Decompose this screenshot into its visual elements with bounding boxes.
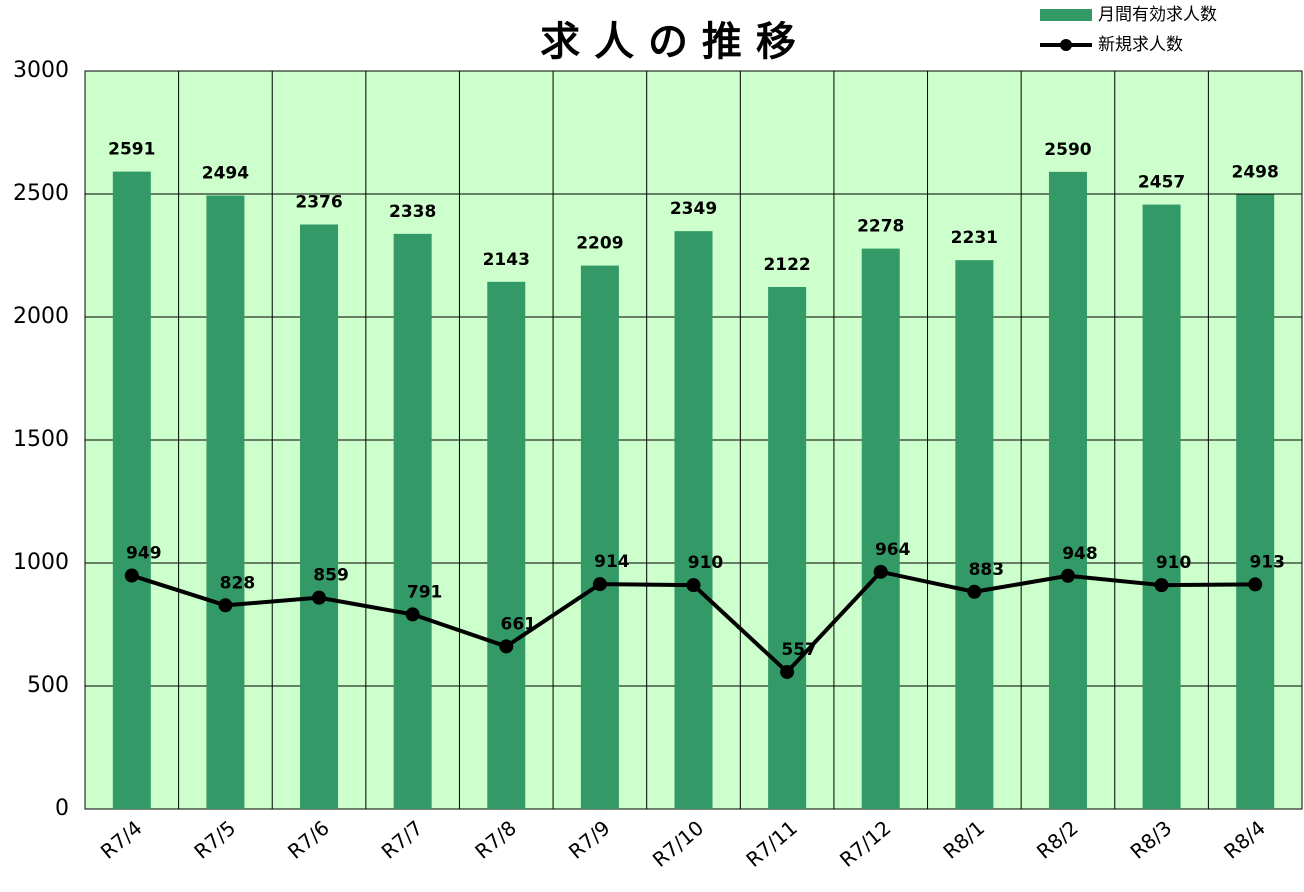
bar <box>674 231 713 809</box>
bar <box>300 224 339 809</box>
y-tick-label: 2500 <box>13 181 69 206</box>
line-point <box>967 584 982 599</box>
bar <box>1048 171 1087 810</box>
bar <box>768 286 807 809</box>
line-value-label: 949 <box>126 544 162 564</box>
bar-value-label: 2231 <box>951 228 998 248</box>
bar <box>487 281 526 809</box>
y-tick-label: 0 <box>55 796 69 821</box>
x-tick-label: R7/11 <box>741 816 801 872</box>
line-point <box>873 564 888 579</box>
x-tick-label: R7/12 <box>835 816 895 872</box>
bar-value-label: 2143 <box>483 250 530 270</box>
y-tick-label: 2000 <box>13 304 69 329</box>
bar-value-label: 2122 <box>763 255 810 275</box>
y-tick-label: 1500 <box>13 427 69 452</box>
x-tick-label: R8/4 <box>1219 816 1270 864</box>
line-point <box>686 578 701 593</box>
x-tick-label: R8/3 <box>1126 816 1177 864</box>
line-value-label: 964 <box>875 540 911 560</box>
x-tick-label: R7/10 <box>648 816 708 872</box>
line-value-label: 661 <box>501 614 537 634</box>
line-point <box>124 568 139 583</box>
x-tick-label: R7/9 <box>564 816 615 864</box>
line-point <box>1154 578 1169 593</box>
y-tick-label: 500 <box>27 673 69 698</box>
line-point <box>780 664 795 679</box>
line-point <box>405 607 420 622</box>
bar-value-label: 2209 <box>576 234 623 254</box>
bar <box>1236 194 1275 809</box>
y-tick-label: 1000 <box>13 550 69 575</box>
line-point <box>592 577 607 592</box>
bar <box>861 248 900 809</box>
bar-value-label: 2278 <box>857 217 904 237</box>
legend-swatch <box>1040 9 1092 21</box>
line-value-label: 883 <box>969 560 1005 580</box>
bar <box>112 171 151 809</box>
legend-label: 月間有効求人数 <box>1098 5 1217 25</box>
line-value-label: 948 <box>1062 544 1098 564</box>
bar <box>955 260 994 809</box>
x-tick-label: R7/6 <box>283 816 334 864</box>
line-point <box>312 590 327 605</box>
line-point <box>499 639 514 654</box>
line-value-label: 910 <box>1156 553 1192 573</box>
line-value-label: 557 <box>781 640 817 660</box>
bar-value-label: 2494 <box>202 163 249 183</box>
bar-value-label: 2457 <box>1138 173 1185 193</box>
bar-value-label: 2591 <box>108 140 155 160</box>
line-value-label: 910 <box>688 553 724 573</box>
line-point <box>1060 568 1075 583</box>
bar <box>580 265 619 809</box>
bar-value-label: 2349 <box>670 199 717 219</box>
legend-label: 新規求人数 <box>1098 35 1183 55</box>
bar <box>393 233 432 810</box>
bar-value-label: 2338 <box>389 202 436 222</box>
bar-value-label: 2590 <box>1044 140 1091 160</box>
x-tick-label: R7/4 <box>96 816 147 864</box>
line-value-label: 791 <box>407 582 443 602</box>
line-value-label: 859 <box>313 566 349 586</box>
y-tick-label: 3000 <box>13 58 69 83</box>
line-value-label: 828 <box>220 573 256 593</box>
x-tick-label: R8/1 <box>938 816 989 864</box>
x-tick-label: R7/7 <box>377 816 428 864</box>
line-point <box>218 598 233 613</box>
line-value-label: 914 <box>594 552 630 572</box>
bar <box>1142 204 1181 809</box>
bar-value-label: 2376 <box>295 193 342 213</box>
line-point <box>1248 577 1263 592</box>
chart-title: 求 人 の 推 移 <box>540 19 796 65</box>
line-value-label: 913 <box>1249 552 1285 572</box>
legend-swatch-point <box>1060 39 1072 51</box>
bar <box>206 195 245 809</box>
x-tick-label: R8/2 <box>1032 816 1083 864</box>
x-tick-label: R7/5 <box>189 816 240 864</box>
x-tick-label: R7/8 <box>470 816 521 864</box>
bar-value-label: 2498 <box>1232 162 1279 182</box>
